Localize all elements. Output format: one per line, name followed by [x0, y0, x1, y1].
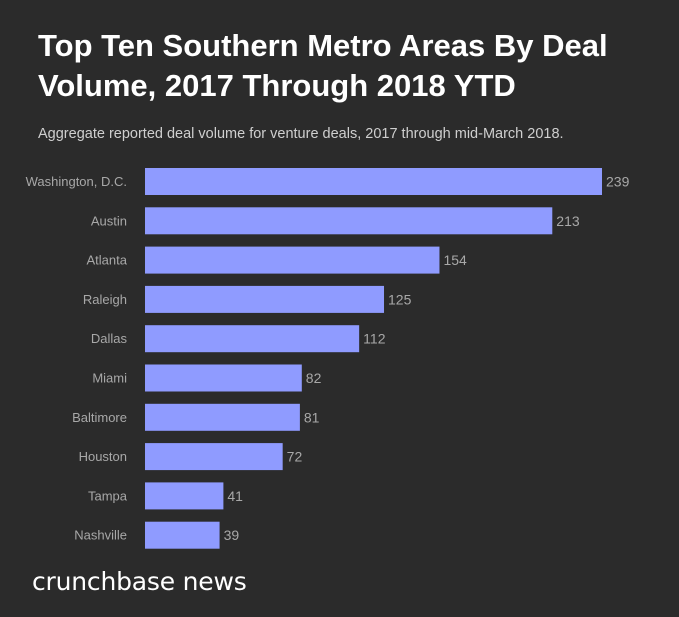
category-label-miami: Miami — [92, 371, 127, 386]
value-label-nashville: 39 — [224, 527, 240, 543]
bar-dallas — [145, 325, 360, 353]
value-label-dallas: 112 — [363, 331, 386, 347]
chart-subtitle: Aggregate reported deal volume for ventu… — [38, 126, 564, 142]
value-label-raleigh: 125 — [388, 291, 412, 307]
category-label-dallas: Dallas — [91, 331, 128, 346]
bar-houston — [145, 443, 283, 471]
category-label-raleigh: Raleigh — [83, 292, 127, 307]
chart-title: Top Ten Southern Metro Areas By Deal Vol… — [38, 28, 608, 103]
category-label-baltimore: Baltimore — [72, 410, 127, 425]
value-label-baltimore: 81 — [304, 409, 320, 425]
value-label-houston: 72 — [287, 449, 303, 465]
value-label-miami: 82 — [306, 370, 322, 386]
value-label-tampa: 41 — [227, 488, 243, 504]
category-label-nashville: Nashville — [74, 528, 127, 543]
category-label-atlanta: Atlanta — [87, 253, 128, 268]
category-label-houston: Houston — [79, 449, 127, 464]
bar-raleigh — [145, 285, 385, 313]
value-label-austin: 213 — [556, 213, 580, 229]
category-label-washington-d-c: Washington, D.C. — [26, 174, 127, 189]
bar-nashville — [145, 521, 220, 549]
category-label-austin: Austin — [91, 213, 127, 228]
bar-miami — [145, 364, 302, 392]
bar-baltimore — [145, 403, 300, 431]
bar-austin — [145, 207, 553, 235]
bar-tampa — [145, 482, 224, 510]
bar-washington-d-c — [145, 168, 602, 195]
bar-atlanta — [145, 246, 440, 274]
value-label-atlanta: 154 — [443, 252, 467, 268]
category-label-tampa: Tampa — [88, 488, 128, 503]
value-label-washington-d-c: 239 — [606, 174, 630, 190]
crunchbase-news-logo: crunchbase news — [32, 567, 247, 596]
